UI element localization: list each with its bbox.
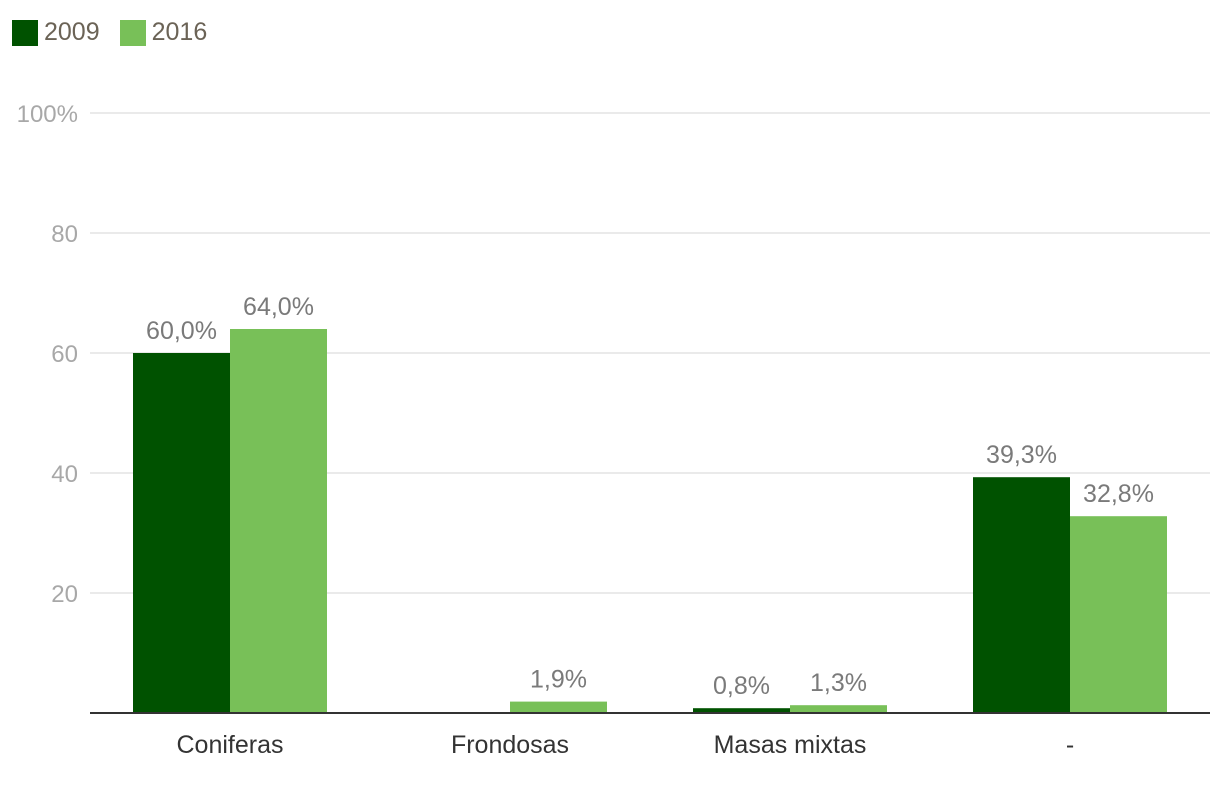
- data-label: 32,8%: [1083, 480, 1154, 508]
- legend-swatch-2016: [119, 19, 146, 46]
- x-tick-label: -: [1066, 731, 1074, 759]
- legend: 2009 2016: [12, 18, 207, 47]
- legend-swatch-2009: [12, 19, 38, 46]
- x-tick-label: Coniferas: [177, 731, 284, 759]
- y-tick-label: 20: [51, 581, 78, 608]
- data-label: 1,3%: [810, 669, 867, 697]
- y-tick-label: 80: [51, 221, 78, 248]
- bar-2016: [1070, 516, 1167, 713]
- bar-2009: [693, 708, 790, 713]
- legend-item-2016[interactable]: 2016: [119, 18, 208, 47]
- y-tick-label: 40: [51, 461, 78, 488]
- legend-label-2016: 2016: [151, 18, 208, 46]
- x-tick-label: Masas mixtas: [714, 731, 867, 759]
- bar-2009: [133, 353, 230, 713]
- bar-2009: [973, 477, 1070, 713]
- data-label: 64,0%: [243, 293, 314, 321]
- legend-label-2009: 2009: [44, 18, 100, 46]
- data-label: 1,9%: [530, 666, 587, 694]
- bar-2016: [230, 329, 327, 713]
- data-label: 60,0%: [146, 317, 217, 345]
- legend-item-2009[interactable]: 2009: [12, 18, 100, 47]
- data-label: 0,8%: [713, 672, 770, 700]
- data-label: 39,3%: [986, 441, 1057, 469]
- y-tick-label: 100%: [17, 101, 78, 128]
- bar-2016: [790, 705, 887, 713]
- x-tick-label: Frondosas: [451, 731, 569, 759]
- y-tick-label: 60: [51, 341, 78, 368]
- bar-2016: [510, 701, 607, 713]
